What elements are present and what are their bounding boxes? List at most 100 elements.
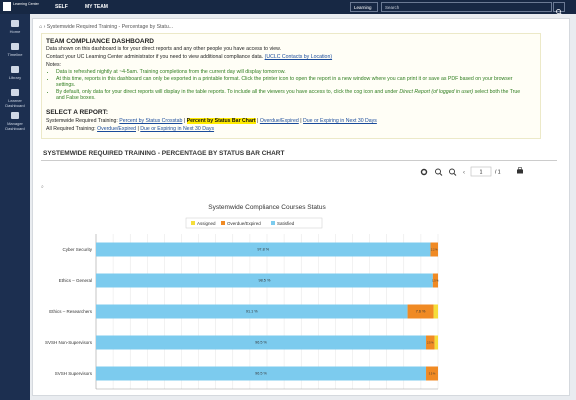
toolbar: ‹ 1 / 1 <box>420 166 523 177</box>
bar-segment <box>426 366 438 381</box>
page-total: / 1 <box>495 170 501 176</box>
legend-label: Assigned <box>197 221 216 226</box>
report-link[interactable]: Overdue/Expired <box>97 126 136 132</box>
zoom-out-icon[interactable] <box>449 168 457 176</box>
y-tick-label: Cyber Security <box>62 247 92 252</box>
search-icon <box>556 9 562 15</box>
contact-link[interactable]: (UCLC Contacts by Location) <box>264 54 333 60</box>
bar-segment <box>433 304 438 319</box>
value-label: 96.5 % <box>255 372 267 376</box>
sidebar-label[interactable]: Timeline <box>7 52 23 57</box>
bar-segment <box>432 273 438 288</box>
note: Data is refreshed nightly at ~4-5am. Tra… <box>56 69 526 76</box>
report-link[interactable]: Due or Expiring in Next 30 Days <box>303 118 377 124</box>
bar-segment <box>96 335 427 350</box>
notes: Data is refreshed nightly at ~4-5am. Tra… <box>46 69 526 102</box>
bar-segment <box>426 335 435 350</box>
all-line: All Required Training: Overdue/Expired |… <box>46 126 214 133</box>
breadcrumb: ⌂ › Systemwide Required Training - Perce… <box>39 24 174 30</box>
logo-icon <box>3 2 11 11</box>
value-label: 3.5 % <box>429 372 436 376</box>
bar-segment <box>407 304 434 319</box>
y-tick-label: Ethics – Researchers <box>49 309 93 314</box>
chart: ⌕ Systemwide Compliance Courses Status As… <box>41 184 439 390</box>
legend-swatch <box>191 221 195 225</box>
menu-self[interactable]: SELF <box>55 4 68 10</box>
page-number: 1 <box>480 170 483 176</box>
line-label: All Required Training: <box>46 126 96 132</box>
bar-segment <box>434 335 438 350</box>
value-label: 98.5 % <box>259 279 271 283</box>
separator: | <box>300 118 302 124</box>
contact: Contact your UC Learning Center administ… <box>46 54 264 60</box>
intro: Data shown on this dashboard is for your… <box>46 46 282 52</box>
legend-swatch <box>271 221 275 225</box>
separator: | <box>257 118 259 124</box>
sidebar-icon[interactable] <box>11 20 19 27</box>
sidebar-icon[interactable] <box>11 112 19 119</box>
breadcrumb-text: Systemwide Required Training - Percentag… <box>46 24 174 30</box>
report-link[interactable]: Percent by Status Crosstab <box>119 118 183 124</box>
note-text: select both the True and False boxes. <box>56 88 521 102</box>
y-tick-label: SVSH Supervisors <box>55 371 93 376</box>
menu-my-team[interactable]: MY TEAM <box>85 4 108 10</box>
bar-segment <box>430 242 438 257</box>
sidebar-label[interactable]: Learner Dashboard <box>5 98 25 108</box>
note: At this time, reports in this dashboard … <box>56 76 526 89</box>
search-button[interactable] <box>553 2 565 15</box>
divider <box>41 160 557 161</box>
y-tick-label: Ethics – General <box>59 278 92 283</box>
systemwide-line: Systemwide Required Training: Percent by… <box>46 118 377 125</box>
bar-segment <box>96 366 427 381</box>
dashboard-title: TEAM COMPLIANCE DASHBOARD <box>46 38 154 45</box>
value-label: 96.5 % <box>255 341 267 345</box>
y-tick-label: SVSH Non-Supervisors <box>45 340 93 345</box>
chart-title: Systemwide Compliance Courses Status <box>208 204 326 211</box>
sidebar-label[interactable]: Home <box>9 29 21 34</box>
value-label: 2.5 % <box>427 341 434 345</box>
bar-segment <box>96 304 408 319</box>
legend: Assigned Overdue/Expired Satisfied <box>185 217 323 229</box>
line-label: Systemwide Required Training: <box>46 118 118 124</box>
top-nav: Learning Center SELF MY TEAM Learning Se… <box>0 0 576 15</box>
value-label: 2.2 % <box>431 248 438 252</box>
value-label: 97.8 % <box>257 248 269 252</box>
sidebar-label[interactable]: Library <box>8 75 22 80</box>
note-text: By default, only data for your direct re… <box>56 88 398 95</box>
note-italic: Direct Report (of logged in user) <box>399 88 474 95</box>
value-label: 91.1 % <box>246 310 258 314</box>
logo-text[interactable]: Learning Center <box>13 2 39 6</box>
print-icon[interactable] <box>517 167 523 174</box>
bar-segment <box>96 242 431 257</box>
select-label: SELECT A REPORT: <box>46 109 108 116</box>
notes-label: Notes: <box>46 62 61 68</box>
prev-page[interactable]: ‹ <box>463 170 465 176</box>
settings-icon[interactable] <box>420 168 428 176</box>
report-link[interactable]: Overdue/Expired <box>259 118 299 124</box>
report-heading: SYSTEMWIDE REQUIRED TRAINING - PERCENTAG… <box>43 150 285 157</box>
search-scope[interactable]: Learning <box>350 2 378 12</box>
search-input[interactable]: Search <box>381 2 552 12</box>
sidebar-icon[interactable] <box>11 66 19 73</box>
separator: | <box>183 118 186 124</box>
legend-box <box>185 217 323 229</box>
sidebar-label[interactable]: Manager Dashboard <box>5 121 25 131</box>
report-link[interactable]: Due or Expiring in Next 30 Days <box>140 126 215 132</box>
value-label: 7.6 % <box>416 310 426 314</box>
sidebar-icon[interactable] <box>11 89 19 96</box>
value-label: 1.5 % <box>432 279 439 283</box>
page-input[interactable] <box>470 166 492 177</box>
zoom-in-icon[interactable] <box>435 168 443 176</box>
legend-label: Overdue/Expired <box>227 221 261 226</box>
zoom-tool[interactable]: ⌕ <box>41 184 44 190</box>
legend-swatch <box>221 221 225 225</box>
dashboard-box: TEAM COMPLIANCE DASHBOARD Data shown on … <box>41 33 541 139</box>
separator: | <box>137 126 139 132</box>
contact-line: Contact your UC Learning Center administ… <box>46 54 332 61</box>
sidebar-icon[interactable] <box>11 43 19 50</box>
bar-segment <box>96 273 433 288</box>
report-link[interactable]: Percent by Status Bar Chart <box>186 118 256 124</box>
legend-label: Satisfied <box>277 221 295 226</box>
note: By default, only data for your direct re… <box>56 89 526 102</box>
